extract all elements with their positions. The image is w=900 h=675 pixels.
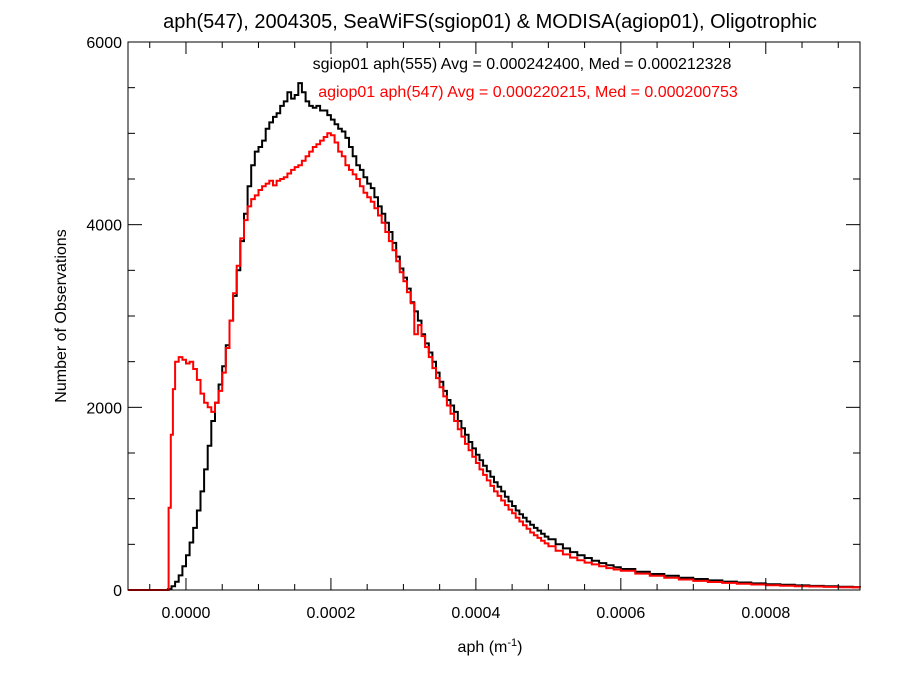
x-tick-label-1: 0.0002 xyxy=(306,605,355,622)
series-layer xyxy=(128,82,861,591)
y-tick-label-1: 2000 xyxy=(86,400,122,417)
y-axis-label: Number of Observations xyxy=(53,229,70,402)
y-tick-label-0: 0 xyxy=(113,583,122,600)
x-axis-label-base: aph (m xyxy=(458,639,508,656)
x-axis-label: aph (m-1) xyxy=(458,637,523,656)
chart-title: aph(547), 2004305, SeaWiFS(sgiop01) & MO… xyxy=(163,11,817,33)
y-tick-label-3: 6000 xyxy=(86,35,122,52)
legend-entry-sgiop01: sgiop01 aph(555) Avg = 0.000242400, Med … xyxy=(313,56,732,73)
plot-frame xyxy=(127,41,861,591)
series-line-0 xyxy=(128,82,861,591)
y-tick-label-2: 4000 xyxy=(86,218,122,235)
x-axis-label-superscript: -1 xyxy=(507,637,517,649)
ticks-layer: 0.0000 0.0002 0.0004 0.0006 0.0008 0 2000 4000 6… xyxy=(86,35,860,622)
series-line-1 xyxy=(128,132,861,591)
x-tick-label-0: 0.0000 xyxy=(162,605,211,622)
x-tick-label-2: 0.0004 xyxy=(451,605,500,622)
legend-entry-agiop01: agiop01 aph(547) Avg = 0.000220215, Med … xyxy=(318,84,738,101)
x-axis-label-close: ) xyxy=(517,639,522,656)
x-tick-label-3: 0.0006 xyxy=(596,605,645,622)
legend: sgiop01 aph(555) Avg = 0.000242400, Med … xyxy=(313,56,738,101)
x-tick-label-4: 0.0008 xyxy=(741,605,790,622)
